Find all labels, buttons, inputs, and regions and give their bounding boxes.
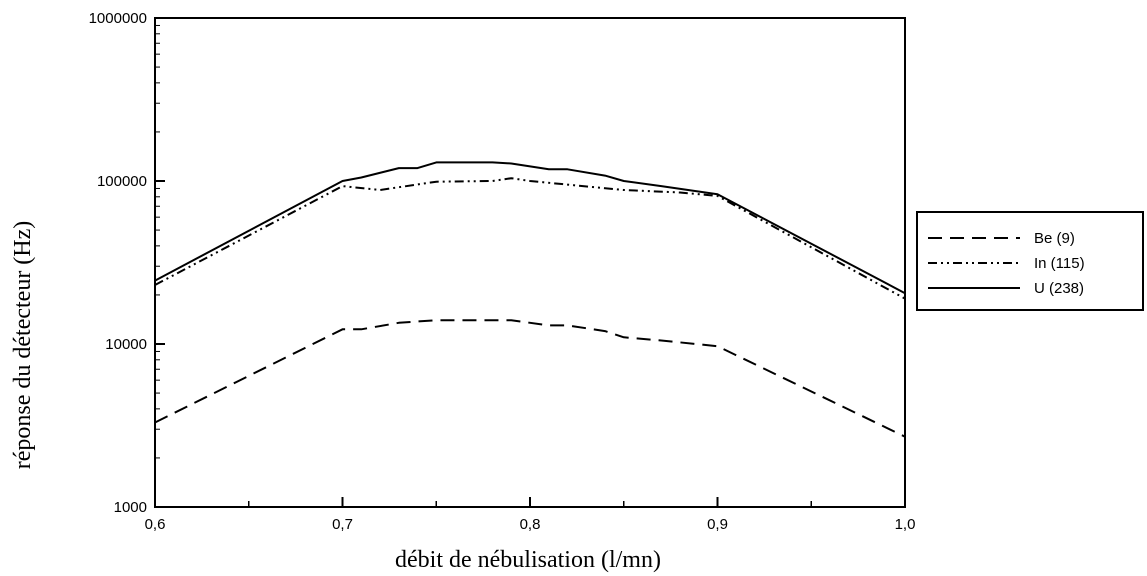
x-axis-title: débit de nébulisation (l/mn)	[395, 547, 661, 573]
y-axis-ticks: 1000 10000 100000 1000000	[89, 10, 165, 516]
legend: Be (9) In (115) U (238)	[916, 211, 1144, 311]
x-tick-label: 0,6	[145, 516, 166, 533]
series-lines	[154, 161, 906, 438]
x-axis-ticks: 0,6 0,7 0,8 0,9 1,0	[145, 497, 916, 533]
series-line-be-9	[154, 319, 906, 438]
legend-label-in-115: In (115)	[1034, 255, 1085, 272]
y-tick-label: 1000000	[89, 10, 147, 27]
plot-frame	[154, 17, 906, 508]
legend-label-u-238: U (238)	[1034, 280, 1084, 297]
x-tick-label: 0,7	[332, 516, 353, 533]
series-line-in-115	[154, 177, 906, 300]
legend-box	[916, 211, 1144, 311]
y-axis-title: réponse du détecteur (Hz)	[10, 221, 36, 470]
series-line-u-238	[154, 161, 906, 295]
x-tick-label: 0,9	[707, 516, 728, 533]
legend-label-be-9: Be (9)	[1034, 230, 1075, 247]
plot-area	[154, 17, 906, 508]
y-tick-label: 1000	[114, 499, 147, 516]
y-tick-label: 10000	[105, 336, 147, 353]
x-tick-label: 1,0	[895, 516, 916, 533]
x-tick-label: 0,8	[520, 516, 541, 533]
y-tick-label: 100000	[97, 173, 147, 190]
